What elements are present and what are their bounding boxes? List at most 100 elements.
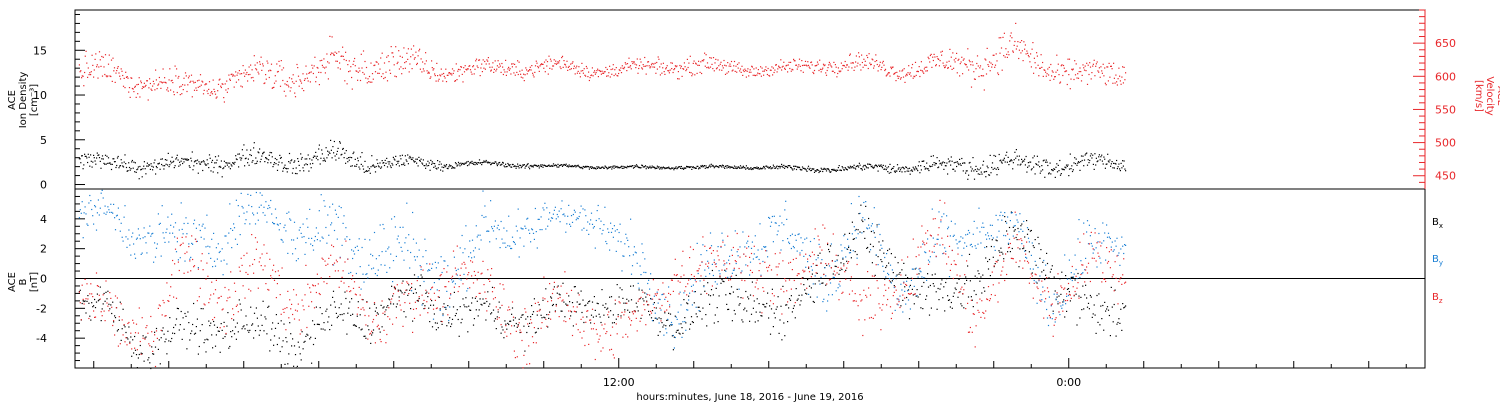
- data-point: [245, 315, 247, 317]
- data-point: [474, 68, 476, 70]
- data-point: [506, 230, 508, 232]
- data-point: [697, 306, 699, 308]
- data-point: [273, 162, 276, 164]
- data-point: [821, 259, 823, 261]
- data-point: [425, 52, 427, 54]
- data-point: [600, 220, 602, 222]
- data-point: [935, 291, 937, 293]
- data-point: [601, 289, 603, 291]
- data-point: [627, 66, 629, 68]
- data-point: [853, 69, 855, 71]
- data-point: [673, 336, 675, 338]
- data-point: [568, 65, 570, 67]
- data-point: [943, 213, 945, 215]
- data-point: [152, 80, 154, 82]
- data-point: [155, 69, 157, 71]
- data-point: [886, 265, 888, 267]
- data-point: [195, 227, 197, 229]
- data-point: [1041, 271, 1043, 273]
- data-point: [550, 165, 552, 167]
- data-point: [410, 48, 412, 50]
- data-point: [623, 66, 626, 68]
- data-point: [917, 71, 919, 73]
- data-point: [427, 72, 429, 74]
- data-point: [1066, 83, 1068, 86]
- data-point: [286, 212, 288, 214]
- data-point: [275, 80, 277, 82]
- data-point: [1073, 78, 1075, 81]
- data-point: [223, 167, 225, 169]
- data-point: [408, 71, 410, 73]
- data-point: [691, 321, 693, 323]
- data-point: [498, 162, 500, 164]
- data-point: [1089, 155, 1092, 157]
- data-point: [359, 156, 362, 158]
- data-point: [97, 77, 99, 79]
- data-point: [498, 229, 500, 231]
- data-point: [523, 245, 525, 247]
- data-point: [190, 80, 192, 82]
- data-point: [270, 70, 272, 72]
- data-point: [250, 149, 252, 151]
- data-point: [991, 224, 993, 226]
- data-point: [971, 168, 973, 170]
- data-point: [1042, 160, 1044, 162]
- data-point: [283, 323, 285, 325]
- data-point: [471, 257, 473, 259]
- data-point: [1079, 169, 1081, 171]
- data-point: [708, 294, 710, 296]
- data-point: [773, 71, 775, 74]
- data-point: [583, 166, 585, 168]
- data-point: [583, 68, 585, 70]
- data-point: [318, 84, 320, 86]
- data-point: [332, 203, 334, 205]
- data-point: [700, 165, 702, 167]
- data-point: [215, 247, 217, 249]
- data-point: [92, 306, 94, 308]
- data-point: [213, 260, 216, 262]
- data-point: [458, 75, 460, 77]
- data-point: [655, 317, 657, 319]
- data-point: [941, 50, 943, 52]
- data-point: [217, 90, 219, 92]
- data-point: [395, 46, 397, 48]
- data-point: [717, 246, 719, 248]
- data-point: [881, 167, 884, 169]
- data-point: [1092, 163, 1094, 165]
- data-point: [725, 270, 727, 272]
- data-point: [303, 170, 305, 172]
- data-point: [640, 274, 642, 276]
- data-point: [866, 227, 868, 229]
- data-point: [804, 168, 806, 170]
- data-point: [672, 334, 674, 337]
- data-point: [840, 262, 842, 264]
- data-point: [609, 166, 611, 168]
- data-point: [689, 71, 691, 73]
- data-point: [833, 61, 835, 63]
- data-point: [212, 266, 214, 268]
- data-point: [1093, 168, 1095, 170]
- data-point: [302, 73, 304, 75]
- data-point: [724, 269, 726, 271]
- data-point: [957, 162, 959, 164]
- data-point: [756, 298, 758, 300]
- data-point: [232, 162, 234, 164]
- data-point: [550, 60, 552, 62]
- data-point: [807, 261, 809, 263]
- data-point: [265, 318, 267, 320]
- data-point: [304, 340, 306, 342]
- data-point: [635, 166, 637, 168]
- data-point: [947, 67, 949, 69]
- data-point: [837, 167, 839, 169]
- data-point: [822, 67, 824, 69]
- data-point: [587, 302, 589, 304]
- data-point: [611, 322, 614, 324]
- data-point: [939, 163, 941, 165]
- data-point: [260, 56, 262, 58]
- data-point: [413, 160, 415, 162]
- data-point: [118, 319, 120, 321]
- data-point: [199, 330, 201, 332]
- data-point: [283, 166, 285, 168]
- data-point: [101, 308, 103, 310]
- data-point: [889, 281, 892, 283]
